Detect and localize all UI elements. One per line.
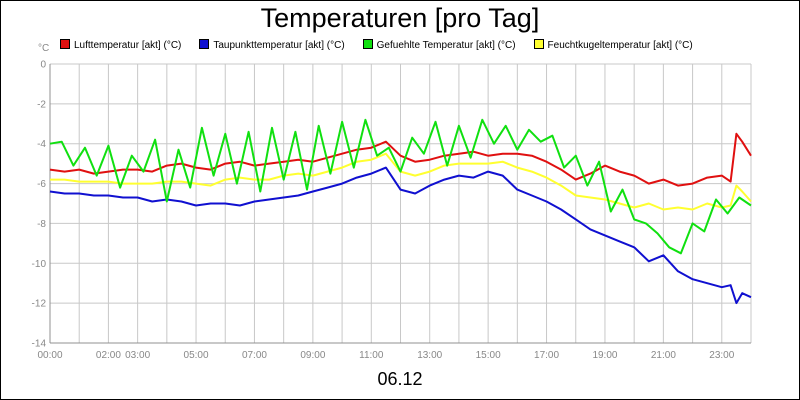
legend-label: Lufttemperatur [akt] (°C) [74, 40, 182, 51]
x-tick-label: 19:00 [592, 350, 617, 361]
x-tick-label: 07:00 [242, 350, 267, 361]
legend-swatch [199, 39, 210, 49]
series-line-1 [49, 132, 752, 187]
legend-swatch [362, 39, 373, 49]
x-tick-label: 02:00 [96, 350, 121, 361]
y-tick-label: 0 [40, 60, 46, 71]
legend: Lufttemperatur [akt] (°C) Taupunkttempera… [60, 39, 711, 53]
y-tick-label: -10 [32, 259, 47, 270]
x-tick-label: 15:00 [476, 350, 501, 361]
legend-item: Taupunkttemperatur [akt] (°C) [199, 39, 345, 51]
series-line-3 [49, 118, 752, 255]
legend-item: Feuchtkugeltemperatur [akt] (°C) [533, 39, 693, 51]
y-tick-label: -14 [32, 339, 47, 350]
x-tick-label: 13:00 [417, 350, 442, 361]
date-label: 06.12 [377, 369, 423, 389]
x-tick-label: 23:00 [709, 350, 734, 361]
legend-label: Taupunkttemperatur [akt] (°C) [213, 40, 345, 51]
x-tick-label: 17:00 [534, 350, 559, 361]
legend-swatch [533, 39, 544, 49]
x-tick-label: 00:00 [37, 350, 62, 361]
y-tick-label: -2 [37, 99, 46, 110]
x-tick-label: 05:00 [184, 350, 209, 361]
series-line-2 [49, 166, 752, 305]
chart-title: Temperaturen [pro Tag] [260, 3, 540, 33]
legend-label: Feuchtkugeltemperatur [akt] (°C) [547, 40, 693, 51]
y-tick-label: -12 [32, 299, 47, 310]
legend-item: Lufttemperatur [akt] (°C) [60, 39, 181, 51]
y-tick-label: -8 [37, 219, 46, 230]
x-tick-label: 03:00 [125, 350, 150, 361]
x-tick-label: 11:00 [359, 350, 384, 361]
y-tick-label: -4 [37, 139, 46, 150]
legend-swatch [60, 39, 70, 49]
legend-label: Gefuehlte Temperatur [akt] (°C) [376, 40, 516, 51]
x-tick-label: 09:00 [300, 350, 325, 361]
y-axis-unit: °C [38, 43, 50, 54]
legend-item: Gefuehlte Temperatur [akt] (°C) [362, 39, 516, 51]
x-tick-label: 21:00 [651, 350, 676, 361]
y-tick-label: -6 [37, 179, 46, 190]
